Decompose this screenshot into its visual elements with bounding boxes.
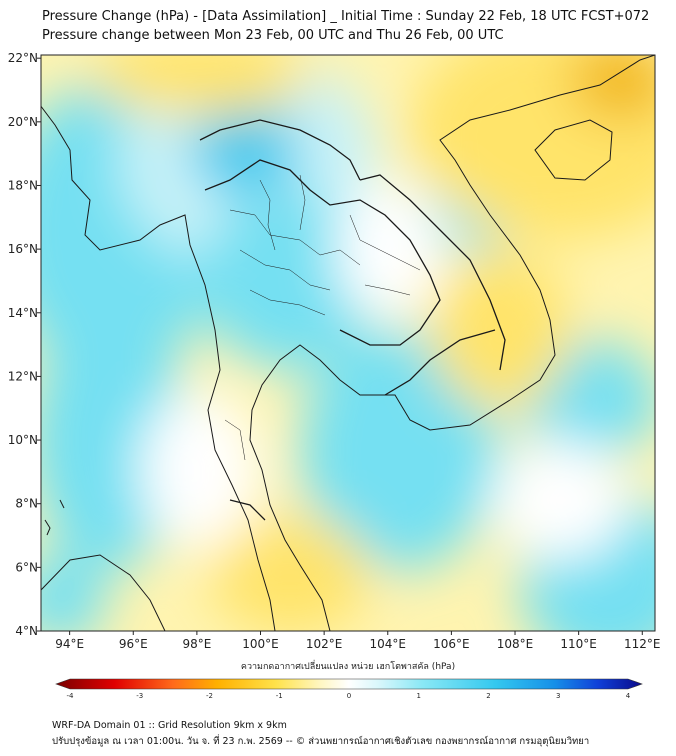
lon-tick-label: 108°E xyxy=(497,637,534,651)
rise-core-northeast xyxy=(570,55,655,120)
colorbar-tick-label: -1 xyxy=(276,692,283,700)
lat-tick-label: 8°N xyxy=(15,497,38,511)
pressure-change-map: 94°E 96°E 98°E 100°E 102°E 104°E 106°E 108°E 110… xyxy=(8,51,661,700)
lon-tick-label: 104°E xyxy=(370,637,407,651)
fall-core-north xyxy=(190,105,300,195)
latitude-ticks: 4°N 6°N 8°N 10°N 12°N 14°N 16°N 18°N 20°N 22°N xyxy=(8,51,41,638)
lon-tick-label: 98°E xyxy=(182,637,211,651)
lat-tick-label: 4°N xyxy=(15,624,38,638)
colorbar-tick-label: 1 xyxy=(417,692,421,700)
east-coast xyxy=(249,55,655,631)
lat-tick-label: 12°N xyxy=(8,369,38,383)
pressure-field xyxy=(41,55,655,631)
colorbar-tick-label: 2 xyxy=(486,692,490,700)
footer-credit: ปรับปรุงข้อมูล ณ เวลา 01:00น. วัน จ. ที่… xyxy=(52,736,590,747)
lon-tick-label: 106°E xyxy=(433,637,470,651)
myanmar-laos-border xyxy=(199,119,361,181)
lon-tick-label: 112°E xyxy=(624,637,661,651)
lat-tick-label: 10°N xyxy=(8,433,38,447)
lat-tick-label: 18°N xyxy=(8,178,38,192)
lon-tick-label: 94°E xyxy=(55,637,84,651)
colorbar-tick-label: 4 xyxy=(626,692,631,700)
province-line-6 xyxy=(349,214,421,271)
lat-tick-label: 14°N xyxy=(8,306,38,320)
neutral-region-sea xyxy=(490,440,630,560)
colorbar-tick-label: -3 xyxy=(136,692,143,700)
lon-tick-label: 100°E xyxy=(242,637,279,651)
coastlines xyxy=(41,55,655,631)
thailand-border-north-east xyxy=(204,159,441,346)
footer-model-info: WRF-DA Domain 01 :: Grid Resolution 9km … xyxy=(52,720,287,731)
province-line-5 xyxy=(299,174,306,231)
neutral-region-isan xyxy=(335,180,445,320)
lon-tick-label: 110°E xyxy=(560,637,597,651)
lat-tick-label: 16°N xyxy=(8,242,38,256)
lon-tick-label: 96°E xyxy=(119,637,148,651)
chart-title: Pressure Change (hPa) - [Data Assimilati… xyxy=(42,9,650,24)
chart-subtitle: Pressure change between Mon 23 Feb, 00 U… xyxy=(42,28,504,43)
rise-region-myanmar xyxy=(90,55,310,115)
province-line-3 xyxy=(249,289,326,316)
colorbar-ticks: -4 -3 -2 -1 0 1 2 3 4 xyxy=(67,692,631,700)
colorbar-tick-label: 3 xyxy=(556,692,560,700)
neutral-region-isthmus xyxy=(140,390,260,550)
sumatra-coast xyxy=(41,554,166,631)
colorbar-tick-label: -4 xyxy=(67,692,75,700)
provincial-borders xyxy=(224,174,421,461)
hainan-coast xyxy=(534,119,613,181)
west-coast xyxy=(41,105,276,631)
province-line-1 xyxy=(229,209,361,266)
rise-region-vietnam xyxy=(430,250,570,410)
rise-region-malaya xyxy=(210,515,370,631)
nicobar-islands xyxy=(44,519,51,536)
laos-vietnam-border xyxy=(359,174,506,371)
fall-region-central xyxy=(200,190,380,370)
province-line-4 xyxy=(259,179,276,251)
lat-tick-label: 6°N xyxy=(15,560,38,574)
colorbar-tick-label: -2 xyxy=(206,692,213,700)
province-line-2 xyxy=(239,249,331,291)
national-borders xyxy=(199,119,506,521)
thai-malay-border xyxy=(229,499,266,521)
lat-tick-label: 20°N xyxy=(8,115,38,129)
lat-tick-label: 22°N xyxy=(8,51,38,65)
colorbar-tick-label: 0 xyxy=(347,692,351,700)
province-line-7 xyxy=(364,284,411,296)
map-frame xyxy=(40,54,656,632)
lon-tick-label: 102°E xyxy=(306,637,343,651)
andaman-islands xyxy=(59,499,65,509)
province-line-8 xyxy=(224,419,246,461)
fall-region-gulf xyxy=(300,330,500,570)
colorbar xyxy=(55,678,643,690)
colorbar-title: ความกดอากาศเปลี่ยนแปลง หน่วย เฮกโตพาสคัล… xyxy=(241,659,455,672)
longitude-ticks: 94°E 96°E 98°E 100°E 102°E 104°E 106°E 108°E 110… xyxy=(55,631,661,651)
cambodia-border xyxy=(384,329,496,396)
